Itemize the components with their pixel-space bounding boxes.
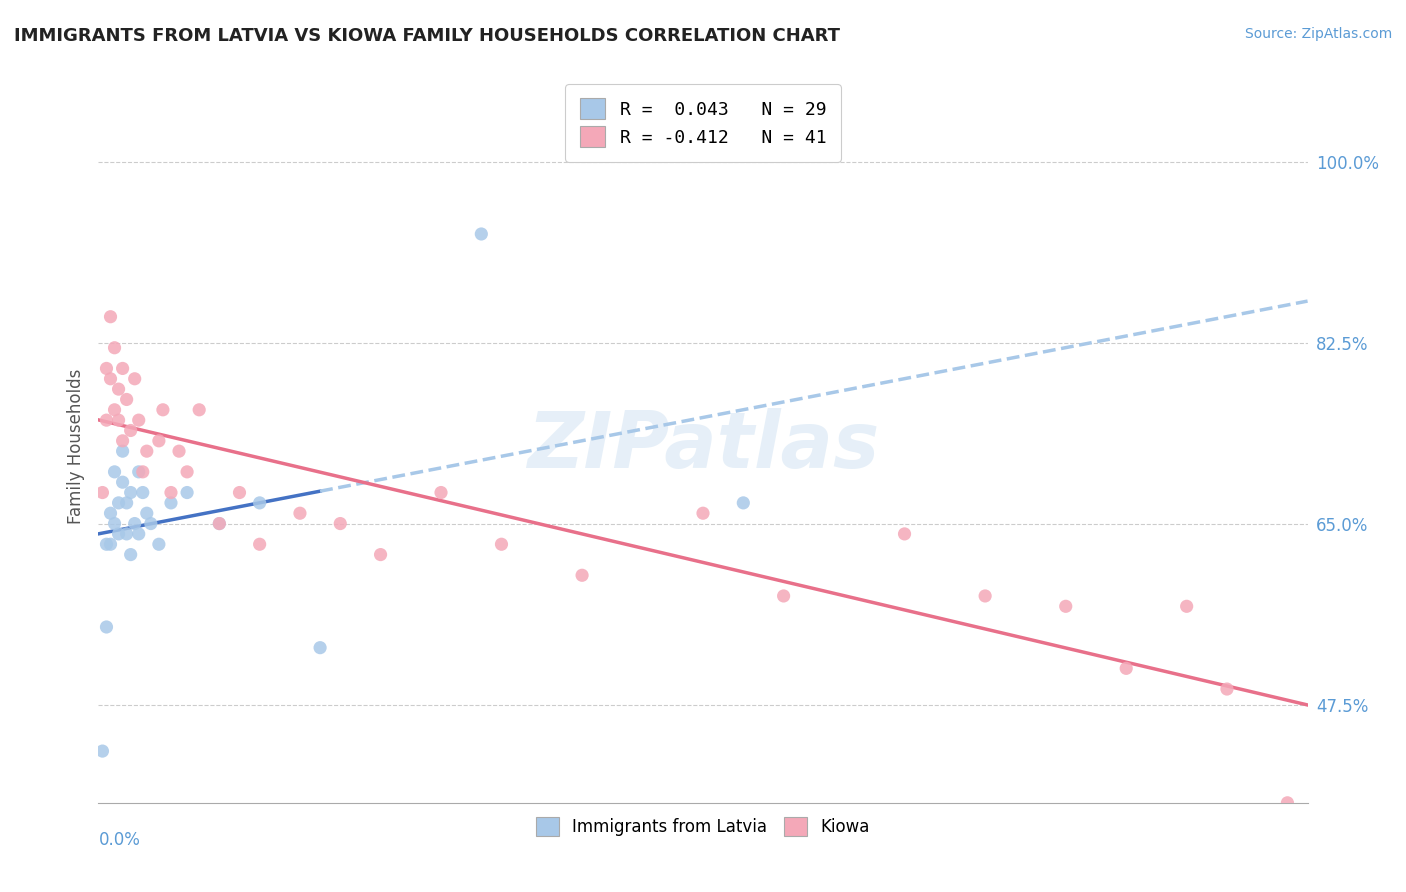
Point [91,485,114,500]
Point [115,527,138,541]
Point [733,496,755,510]
Point [288,506,311,520]
Point [1115,661,1137,675]
Point [107,527,129,541]
Point [135,506,157,520]
Point [96,361,118,376]
Point [491,537,513,551]
Point [103,341,125,355]
Point [571,568,593,582]
Point [103,516,125,531]
Point [1216,681,1239,696]
Point [139,516,162,531]
Point [111,361,134,376]
Point [1277,796,1299,810]
Point [120,485,142,500]
Point [103,465,125,479]
Point [100,506,122,520]
Point [329,516,352,531]
Point [132,485,155,500]
Point [120,548,142,562]
Point [148,537,170,551]
Point [124,516,146,531]
Point [96,413,118,427]
Point [893,527,915,541]
Point [96,537,118,551]
Point [228,485,250,500]
Point [124,372,146,386]
Point [128,413,150,427]
Point [152,402,174,417]
Legend: Immigrants from Latvia, Kiowa: Immigrants from Latvia, Kiowa [527,808,879,845]
Point [176,465,198,479]
Point [249,496,271,510]
Point [309,640,332,655]
Point [1175,599,1198,614]
Point [128,465,150,479]
Point [692,506,714,520]
Point [107,413,129,427]
Point [208,516,231,531]
Point [470,227,492,241]
Text: 0.0%: 0.0% [98,831,141,849]
Point [772,589,794,603]
Point [135,444,157,458]
Point [100,537,122,551]
Y-axis label: Family Households: Family Households [66,368,84,524]
Point [111,444,134,458]
Text: Source: ZipAtlas.com: Source: ZipAtlas.com [1244,27,1392,41]
Point [370,548,392,562]
Point [100,372,122,386]
Point [115,496,138,510]
Point [107,496,129,510]
Point [91,744,114,758]
Point [188,402,211,417]
Text: ZIPatlas: ZIPatlas [527,408,879,484]
Point [148,434,170,448]
Point [208,516,231,531]
Point [249,537,271,551]
Point [160,485,183,500]
Point [115,392,138,407]
Point [128,527,150,541]
Point [430,485,453,500]
Point [103,402,125,417]
Point [132,465,155,479]
Point [96,620,118,634]
Point [1054,599,1077,614]
Text: IMMIGRANTS FROM LATVIA VS KIOWA FAMILY HOUSEHOLDS CORRELATION CHART: IMMIGRANTS FROM LATVIA VS KIOWA FAMILY H… [14,27,839,45]
Point [111,475,134,490]
Point [176,485,198,500]
Point [167,444,190,458]
Point [160,496,183,510]
Point [107,382,129,396]
Point [974,589,997,603]
Point [111,434,134,448]
Point [100,310,122,324]
Point [120,424,142,438]
